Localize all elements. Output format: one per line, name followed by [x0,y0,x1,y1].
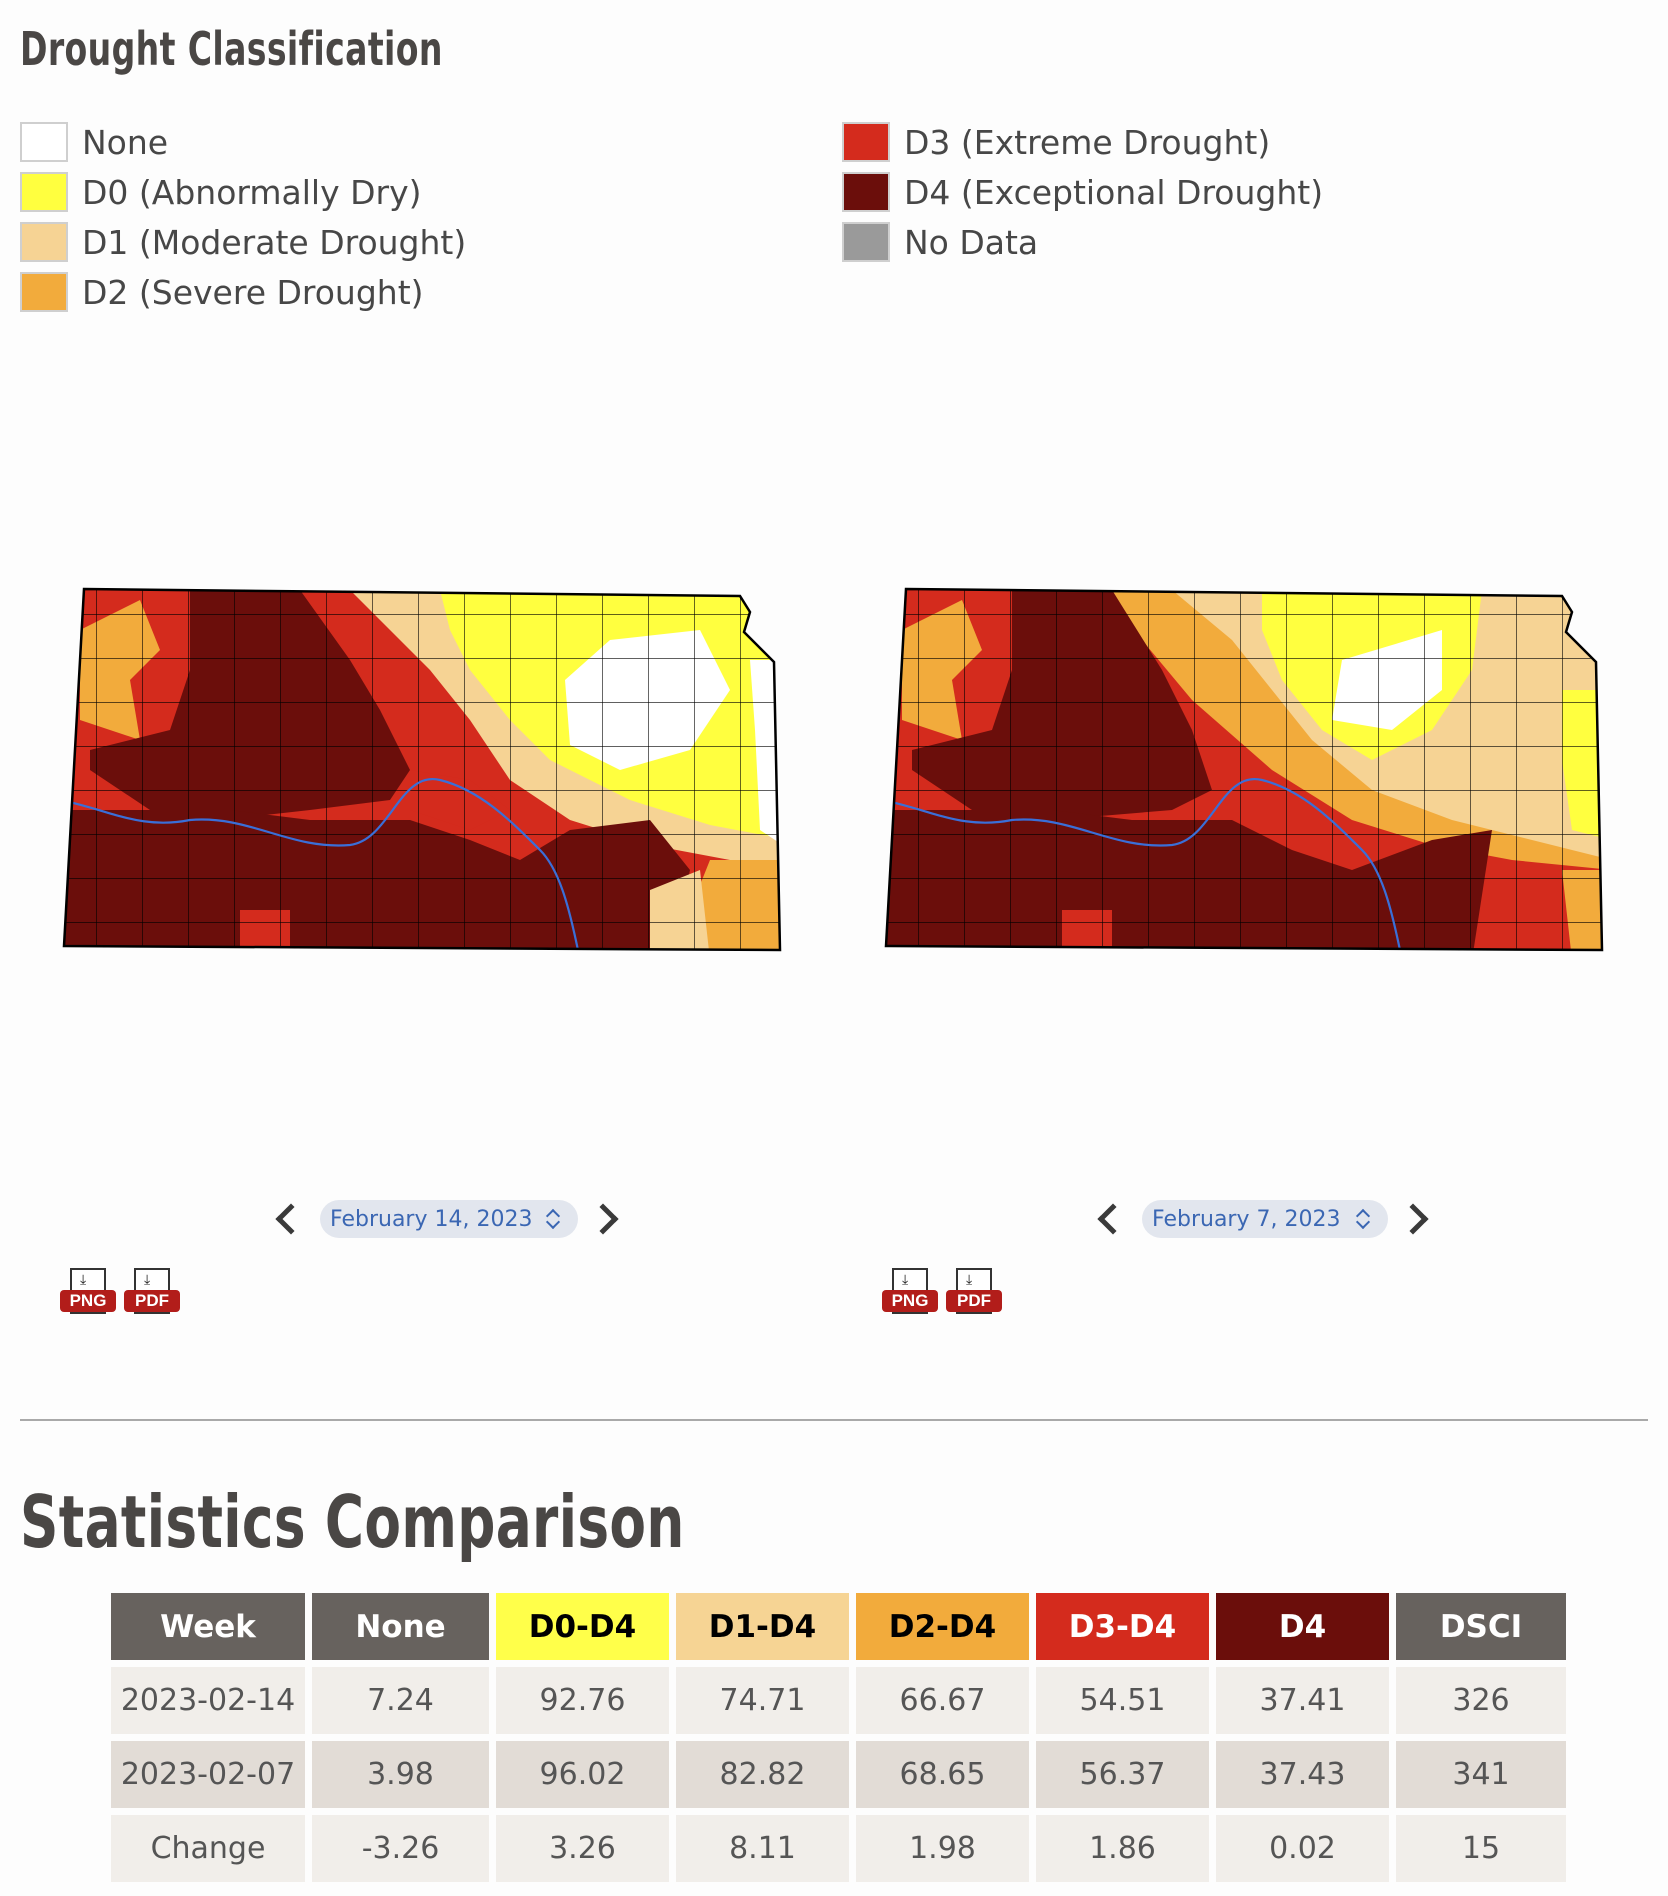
column-header-d4: D4 [1216,1593,1389,1660]
drought-map-current [50,570,790,970]
download-arrow-icon: ⤓ [966,1271,973,1287]
previous-date-chevron-icon[interactable] [275,1203,307,1235]
legend-item-d0: D0 (Abnormally Dry) [20,167,466,217]
table-cell: 1.98 [856,1815,1029,1882]
table-cell: -3.26 [312,1815,489,1882]
legend-swatch-d1 [20,222,68,262]
legend-item-d2: D2 (Severe Drought) [20,267,466,317]
column-header-none: None [312,1593,489,1660]
table-cell: 82.82 [676,1741,849,1808]
legend-label: D2 (Severe Drought) [82,272,424,312]
legend-label: D3 (Extreme Drought) [904,122,1271,162]
legend-label: No Data [904,222,1039,262]
legend-swatch-d0 [20,172,68,212]
table-cell: 54.51 [1036,1667,1209,1734]
table-cell: 96.02 [496,1741,669,1808]
legend-swatch-d4 [842,172,890,212]
download-pdf-button[interactable]: ⤓ PDF [946,1268,1002,1318]
table-cell: 68.65 [856,1741,1029,1808]
table-cell: 37.41 [1216,1667,1389,1734]
section-divider [20,1419,1648,1421]
map-downloads-current: ⤓ PNG ⤓ PDF [60,1268,180,1318]
column-header-d2-d4: D2-D4 [856,1593,1029,1660]
legend-item-none: None [20,117,466,167]
table-cell: 326 [1396,1667,1566,1734]
legend-label: D0 (Abnormally Dry) [82,172,422,212]
legend-swatch-none [20,122,68,162]
column-header-d1-d4: D1-D4 [676,1593,849,1660]
legend-column-left: None D0 (Abnormally Dry) D1 (Moderate Dr… [20,117,466,317]
date-select-current[interactable]: February 14, 2023 [320,1200,579,1238]
table-cell: 3.26 [496,1815,669,1882]
table-cell: 15 [1396,1815,1566,1882]
select-updown-icon [1356,1208,1370,1230]
download-pdf-button[interactable]: ⤓ PDF [124,1268,180,1318]
legend-swatch-d3 [842,122,890,162]
next-date-chevron-icon[interactable] [587,1203,620,1235]
date-select-value: February 7, 2023 [1152,1206,1341,1232]
table-cell: 2023-02-14 [111,1667,305,1734]
table-cell: 7.24 [312,1667,489,1734]
previous-date-chevron-icon[interactable] [1097,1203,1129,1235]
legend-column-right: D3 (Extreme Drought) D4 (Exceptional Dro… [842,117,1323,267]
legend-item-d3: D3 (Extreme Drought) [842,117,1323,167]
table-header-row: Week None D0-D4 D1-D4 D2-D4 D3-D4 D4 DSC… [111,1593,1566,1660]
legend-label: None [82,122,169,162]
legend-label: D4 (Exceptional Drought) [904,172,1324,212]
download-png-button[interactable]: ⤓ PNG [60,1268,116,1318]
table-cell: 37.43 [1216,1741,1389,1808]
kansas-drought-map [62,587,782,952]
table-row: 2023-02-07 3.98 96.02 82.82 68.65 56.37 … [111,1741,1566,1808]
statistics-comparison-title: Statistics Comparison [20,1480,685,1564]
map-downloads-previous: ⤓ PNG ⤓ PDF [882,1268,1002,1318]
pdf-tag: PDF [946,1290,1002,1312]
legend-swatch-d2 [20,272,68,312]
download-arrow-icon: ⤓ [144,1271,151,1287]
map-date-navigator-current: February 14, 2023 [275,1200,620,1238]
next-date-chevron-icon[interactable] [1397,1203,1429,1235]
column-header-dsci: DSCI [1396,1593,1566,1660]
table-cell: 74.71 [676,1667,849,1734]
download-arrow-icon: ⤓ [902,1271,909,1287]
table-cell: 0.02 [1216,1815,1389,1882]
legend-item-no-data: No Data [842,217,1323,267]
table-row: 2023-02-14 7.24 92.76 74.71 66.67 54.51 … [111,1667,1566,1734]
table-row: Change -3.26 3.26 8.11 1.98 1.86 0.02 15 [111,1815,1566,1882]
statistics-table: Week None D0-D4 D1-D4 D2-D4 D3-D4 D4 DSC… [104,1586,1573,1889]
select-updown-icon [546,1208,560,1230]
map-date-navigator-previous: February 7, 2023 [1097,1200,1429,1238]
download-arrow-icon: ⤓ [80,1271,87,1287]
column-header-week: Week [111,1593,305,1660]
legend-item-d4: D4 (Exceptional Drought) [842,167,1323,217]
png-tag: PNG [60,1290,116,1312]
png-tag: PNG [882,1290,938,1312]
table-cell: 1.86 [1036,1815,1209,1882]
table-cell: 92.76 [496,1667,669,1734]
table-cell: 56.37 [1036,1741,1209,1808]
kansas-drought-map [884,587,1604,952]
date-select-previous[interactable]: February 7, 2023 [1142,1200,1388,1238]
table-cell: 2023-02-07 [111,1741,305,1808]
table-cell: 8.11 [676,1815,849,1882]
table-cell: 341 [1396,1741,1566,1808]
drought-map-previous [872,570,1612,970]
pdf-tag: PDF [124,1290,180,1312]
download-png-button[interactable]: ⤓ PNG [882,1268,938,1318]
column-header-d0-d4: D0-D4 [496,1593,669,1660]
legend-item-d1: D1 (Moderate Drought) [20,217,466,267]
column-header-d3-d4: D3-D4 [1036,1593,1209,1660]
drought-classification-title: Drought Classification [20,22,443,76]
date-select-value: February 14, 2023 [330,1206,533,1232]
legend-label: D1 (Moderate Drought) [82,222,467,262]
table-cell: Change [111,1815,305,1882]
table-cell: 66.67 [856,1667,1029,1734]
table-cell: 3.98 [312,1741,489,1808]
legend-swatch-no-data [842,222,890,262]
